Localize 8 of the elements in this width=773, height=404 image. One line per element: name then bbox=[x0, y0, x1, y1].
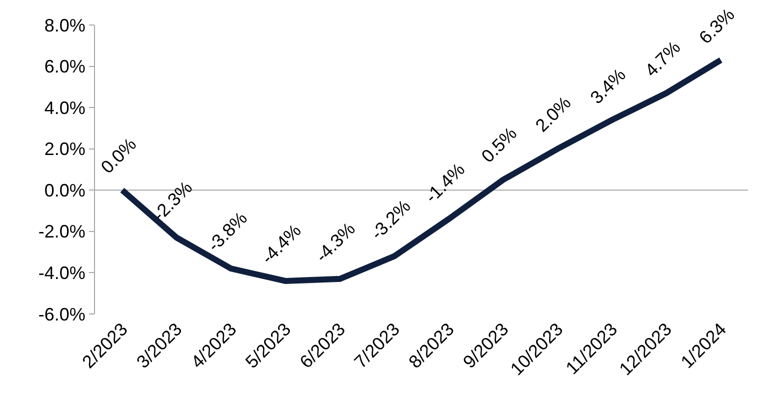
y-tick-label: 4.0% bbox=[44, 98, 86, 118]
y-tick-label: 0.0% bbox=[44, 180, 86, 200]
y-tick-label: -4.0% bbox=[38, 263, 86, 284]
y-tick-label: 2.0% bbox=[44, 139, 86, 160]
y-tick-label: -2.0% bbox=[38, 222, 86, 242]
y-tick-label: 6.0% bbox=[44, 56, 86, 77]
y-tick-label: -6.0% bbox=[38, 304, 86, 324]
y-tick-label: 8.0% bbox=[44, 15, 86, 36]
